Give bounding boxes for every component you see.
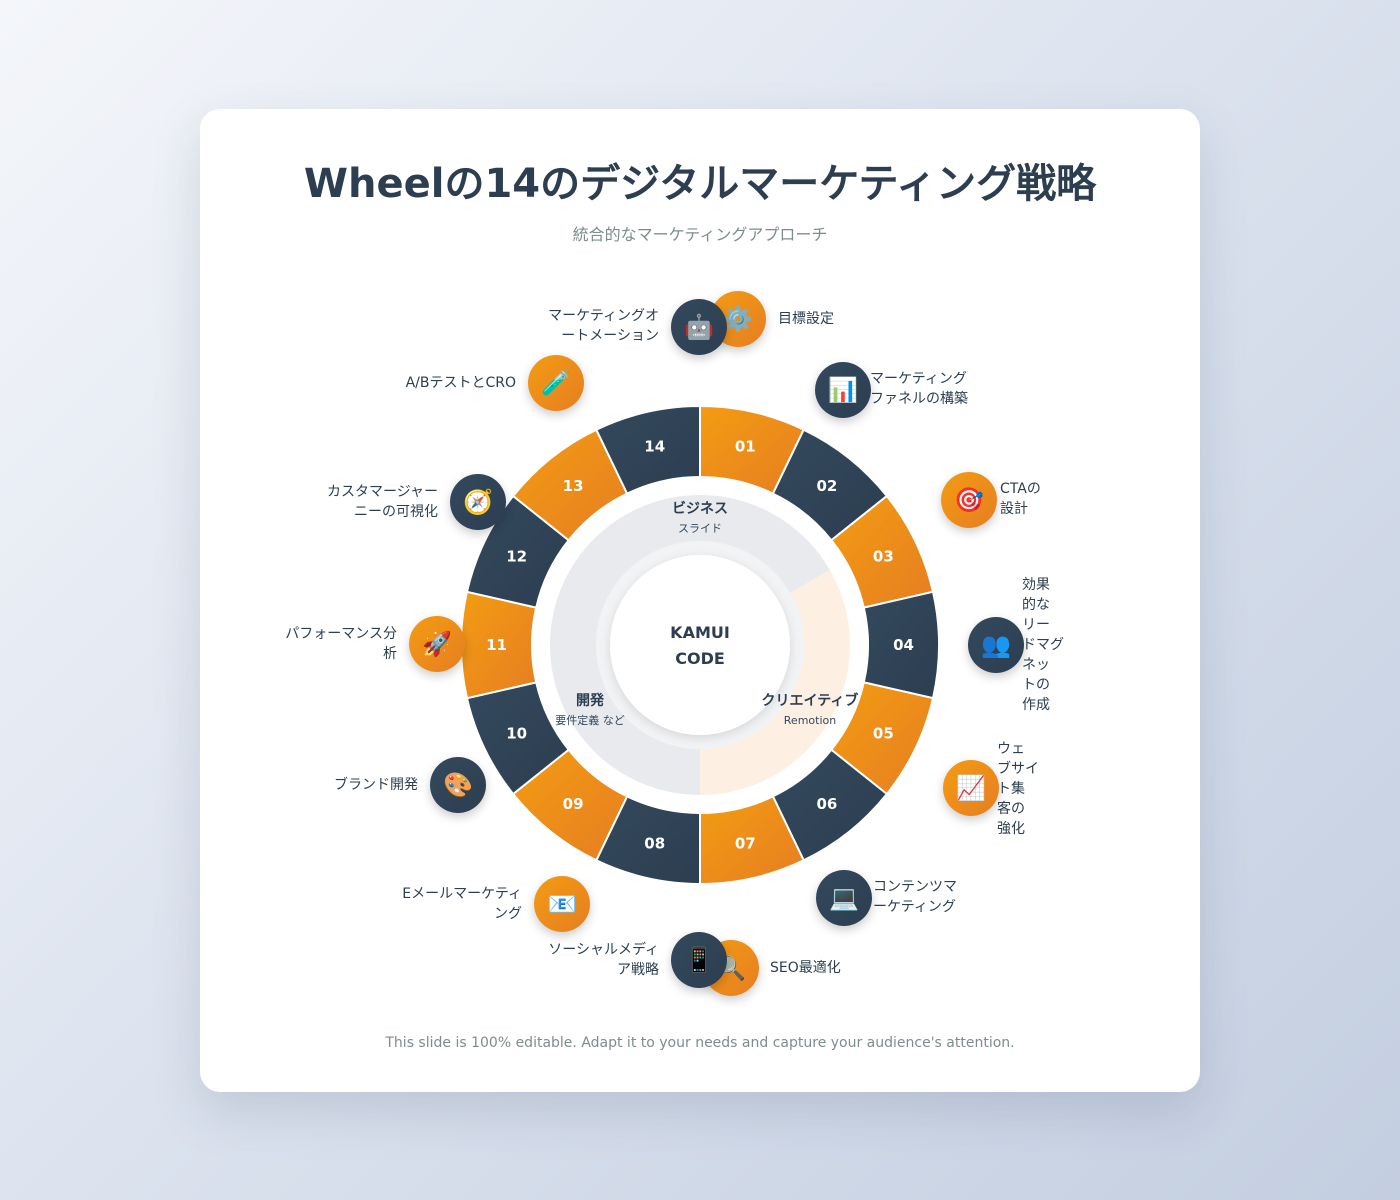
- segment-number-09: 09: [563, 795, 584, 813]
- strategy-label-09: Eメールマーケティ ング: [402, 886, 522, 922]
- segment-number-11: 11: [486, 636, 507, 654]
- segment-number-02: 02: [816, 477, 837, 495]
- center-line2: CODE: [675, 649, 725, 668]
- strategy-label-04: 効果 的な リー ドマグ ネッ トの 作成: [1022, 577, 1064, 713]
- segment-number-08: 08: [644, 834, 665, 852]
- quadrant-creative-sub: Remotion: [784, 714, 836, 727]
- strategy-label-06: コンテンツマ ーケティング: [873, 879, 957, 915]
- bar-chart-icon[interactable]: 📊: [815, 362, 871, 418]
- email-icon[interactable]: 📧: [534, 876, 590, 932]
- compass-icon[interactable]: 🧭: [450, 474, 506, 530]
- strategy-label-07: SEO最適化: [770, 960, 841, 976]
- quadrant-business-sub: スライド: [678, 522, 722, 535]
- phone-icon[interactable]: 📱: [671, 932, 727, 988]
- strategy-label-10: ブランド開発: [334, 777, 418, 793]
- strategy-label-12: カスタマージャー ニーの可視化: [326, 484, 438, 520]
- segment-number-04: 04: [893, 636, 914, 654]
- wheel-segment-14[interactable]: [594, 404, 701, 495]
- strategy-label-11: パフォーマンス分析: [285, 626, 397, 662]
- segment-number-01: 01: [735, 438, 756, 456]
- page-title: Wheelの14のデジタルマーケティング戦略: [303, 161, 1097, 207]
- segment-number-13: 13: [563, 477, 584, 495]
- quadrant-creative-title: クリエイティブ: [762, 692, 859, 709]
- people-icon[interactable]: 👥: [968, 617, 1024, 673]
- page-subtitle: 統合的なマーケティングアプローチ: [572, 225, 828, 244]
- strategy-label-14: マーケティングオ ートメーション: [548, 308, 659, 344]
- trend-up-icon[interactable]: 📈: [943, 760, 999, 816]
- laptop-icon[interactable]: 💻: [816, 870, 872, 926]
- test-tube-icon[interactable]: 🧪: [528, 355, 584, 411]
- center-line1: KAMUI: [670, 623, 730, 642]
- segment-number-03: 03: [873, 548, 894, 566]
- strategy-label-02: マーケティング ファネルの構築: [870, 371, 968, 407]
- palette-icon[interactable]: 🎨: [430, 757, 486, 813]
- target-icon[interactable]: 🎯: [941, 472, 997, 528]
- rocket-icon[interactable]: 🚀: [409, 616, 465, 672]
- strategy-label-05: ウェ ブサイ ト集 客の 強化: [997, 741, 1039, 837]
- segment-number-12: 12: [506, 548, 527, 566]
- quadrant-development-title: 開発: [576, 692, 605, 709]
- segment-number-10: 10: [506, 724, 527, 742]
- footer-note: This slide is 100% editable. Adapt it to…: [385, 1035, 1015, 1051]
- center-circle: [610, 555, 790, 735]
- segment-number-05: 05: [873, 724, 894, 742]
- strategy-label-01: 目標設定: [778, 311, 834, 327]
- strategy-label-08: ソーシャルメディ ア戦略: [548, 942, 659, 978]
- quadrant-development-sub: 要件定義 など: [555, 713, 625, 727]
- strategy-label-03: CTAの 設計: [1000, 481, 1041, 517]
- strategy-label-13: A/BテストとCRO: [405, 375, 516, 391]
- robot-icon[interactable]: 🤖: [671, 299, 727, 355]
- slide-card: Wheelの14のデジタルマーケティング戦略 統合的なマーケティングアプローチ …: [200, 109, 1200, 1092]
- segment-number-14: 14: [644, 438, 665, 456]
- quadrant-business-title: ビジネス: [672, 501, 728, 517]
- segment-number-07: 07: [735, 834, 756, 852]
- segment-number-06: 06: [816, 795, 837, 813]
